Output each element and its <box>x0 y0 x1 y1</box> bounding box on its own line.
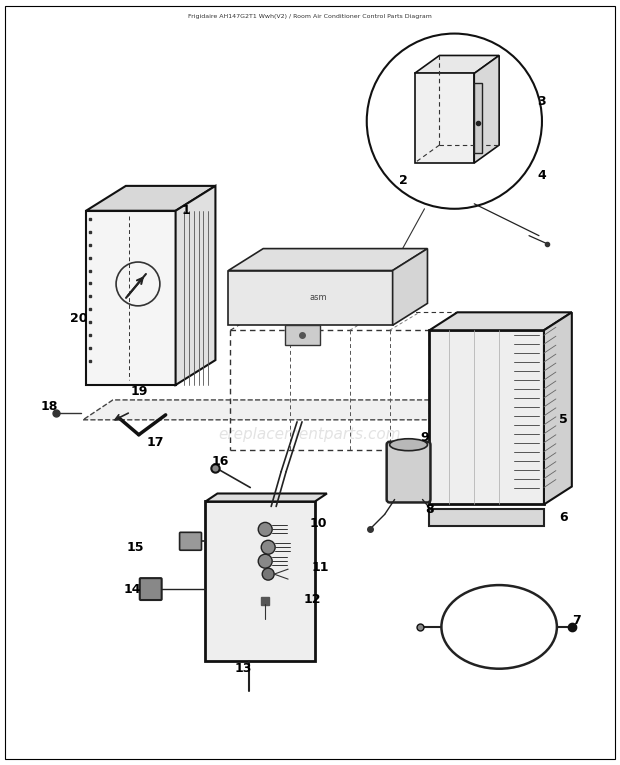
Polygon shape <box>474 56 499 163</box>
Polygon shape <box>392 249 427 325</box>
Text: 17: 17 <box>147 436 164 449</box>
Circle shape <box>262 568 274 580</box>
Polygon shape <box>205 502 315 661</box>
Polygon shape <box>430 509 544 526</box>
Text: 12: 12 <box>303 593 321 606</box>
Polygon shape <box>228 271 392 325</box>
Polygon shape <box>86 211 175 385</box>
Text: 7: 7 <box>572 614 581 627</box>
Polygon shape <box>205 493 327 502</box>
Text: 13: 13 <box>234 662 252 675</box>
Text: ereplacementparts.com: ereplacementparts.com <box>219 428 401 442</box>
Text: 9: 9 <box>420 431 429 444</box>
Polygon shape <box>83 400 459 420</box>
Text: 16: 16 <box>211 455 229 468</box>
Polygon shape <box>86 186 215 211</box>
Text: asm: asm <box>309 294 327 302</box>
Text: 2: 2 <box>399 174 408 187</box>
Text: Frigidaire AH147G2T1 Wwh(V2) / Room Air Conditioner Control Parts Diagram: Frigidaire AH147G2T1 Wwh(V2) / Room Air … <box>188 14 432 18</box>
Text: 4: 4 <box>538 169 546 182</box>
Text: 6: 6 <box>559 511 568 524</box>
Text: 10: 10 <box>309 517 327 530</box>
Ellipse shape <box>389 439 427 451</box>
Text: 15: 15 <box>127 541 144 554</box>
Text: 3: 3 <box>538 95 546 108</box>
Text: 14: 14 <box>124 583 141 596</box>
FancyBboxPatch shape <box>140 578 162 600</box>
Circle shape <box>261 540 275 554</box>
Text: 5: 5 <box>559 413 569 426</box>
Polygon shape <box>415 56 499 73</box>
Polygon shape <box>228 249 427 271</box>
Polygon shape <box>544 312 572 504</box>
Text: 11: 11 <box>311 561 329 574</box>
Text: 1: 1 <box>181 204 190 217</box>
Text: 20: 20 <box>70 312 88 325</box>
Polygon shape <box>285 325 320 345</box>
Polygon shape <box>474 83 482 153</box>
Text: 18: 18 <box>40 400 58 413</box>
Polygon shape <box>175 186 215 385</box>
Circle shape <box>259 554 272 568</box>
Circle shape <box>259 522 272 536</box>
FancyBboxPatch shape <box>180 532 202 550</box>
Polygon shape <box>415 73 474 163</box>
Text: 8: 8 <box>425 503 434 516</box>
Polygon shape <box>430 312 572 330</box>
Text: 19: 19 <box>130 386 148 399</box>
Polygon shape <box>430 330 544 504</box>
FancyBboxPatch shape <box>387 441 430 503</box>
